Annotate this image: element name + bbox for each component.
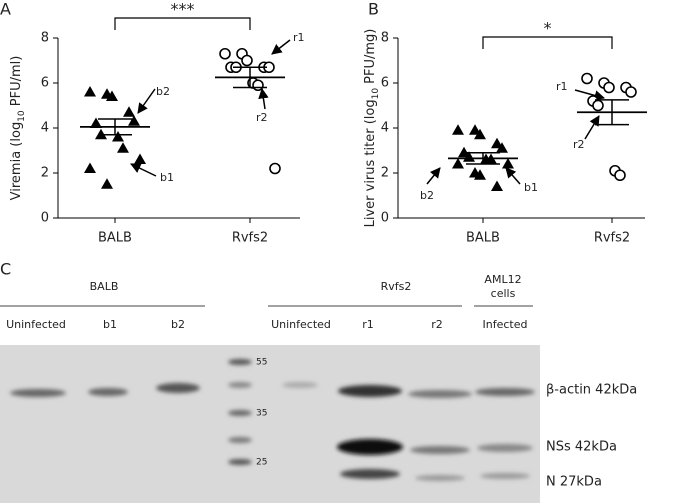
y-tick-label: 8 [41,31,49,46]
data-point [625,86,637,98]
x-tick-label: BALB [466,231,500,246]
panel-label: A [0,0,11,19]
annotation: r2 [256,111,268,124]
lane-label: b2 [171,318,185,331]
data-point [269,162,281,175]
x-tick-label: Rvfs2 [232,231,268,246]
band-label: β-actin 42kDa [546,383,637,398]
data-point [106,90,118,101]
y-axis-label: Viremia (log10 PFU/ml) [9,56,27,201]
error-bar [595,99,629,126]
y-tick-label: 2 [381,166,389,181]
data-point [491,180,503,191]
data-point [496,142,508,153]
data-point [112,131,124,142]
error-bar [233,66,267,89]
y-axis-label-part: 10 [17,110,27,122]
group-label: BALB [90,280,119,293]
data-point [491,137,503,149]
lane-label: b1 [103,318,117,331]
data-point [469,124,481,135]
ladder-label: 35 [256,409,267,419]
y-axis-label: Liver virus titer (log10 PFU/mg) [363,29,381,228]
band-label: N 27kDa [546,475,602,490]
ladder-label: 25 [256,458,267,468]
y-tick-label: 6 [381,76,389,91]
annotation: b1 [160,171,174,184]
annotation: r1 [556,80,568,93]
y-axis-label-part: Viremia (log [9,122,24,201]
data-point [84,162,96,173]
y-axis-label-part: Liver virus titer (log [363,99,378,227]
data-point [123,106,135,117]
significance-label: * [544,19,552,38]
data-point [603,81,615,94]
y-tick-label: 6 [41,76,49,91]
x-tick-label: BALB [98,231,132,246]
data-point [134,153,146,164]
data-point [592,99,604,112]
data-point [84,86,96,97]
data-point [452,124,464,135]
y-tick-label: 8 [381,31,389,46]
data-point [241,54,253,67]
panel-label: B [368,0,379,19]
data-point [219,47,231,60]
band-label: NSs 42kDa [546,440,617,455]
data-point [101,178,113,189]
data-point [614,169,626,182]
y-tick-label: 4 [41,121,49,136]
lane-label: Infected [483,318,528,331]
y-axis-label-part: PFU/ml) [9,56,24,111]
data-point [458,146,470,158]
group-label: Rvfs2 [381,280,412,293]
blot-bands [10,359,535,481]
data-point [252,79,264,92]
annotations-a [130,39,606,185]
y-tick-label: 0 [381,211,389,226]
y-axis-label-part: PFU/mg) [363,29,378,88]
significance-bracket [482,36,613,49]
annotation: b2 [156,85,170,98]
y-axis-label-part: 10 [371,88,381,100]
data-point [452,158,464,169]
annotation: r1 [293,31,305,44]
y-tick-label: 2 [41,166,49,181]
group-label: cells [491,287,516,300]
error-bar [466,152,500,165]
significance-bracket [114,17,251,30]
data-point [117,142,129,153]
data-point [90,117,102,128]
significance-label: *** [171,0,195,19]
lane-label: r1 [362,318,374,331]
lane-label: r2 [431,318,443,331]
data-point [128,115,140,126]
error-bar [98,118,132,136]
annotation: b2 [420,189,434,202]
data-point [581,72,593,85]
y-tick-label: 0 [41,211,49,226]
panel-label: C [0,260,11,279]
y-tick-label: 4 [381,121,389,136]
annotation: b1 [524,181,538,194]
lane-label: Uninfected [271,318,331,331]
data-point [474,169,486,180]
annotation: r2 [573,138,585,151]
data-point [502,158,514,169]
ladder-label: 55 [256,358,267,368]
x-tick-label: Rvfs2 [594,231,630,246]
group-label: AML12 [484,273,521,286]
data-point [474,128,486,140]
lane-label: Uninfected [6,318,66,331]
